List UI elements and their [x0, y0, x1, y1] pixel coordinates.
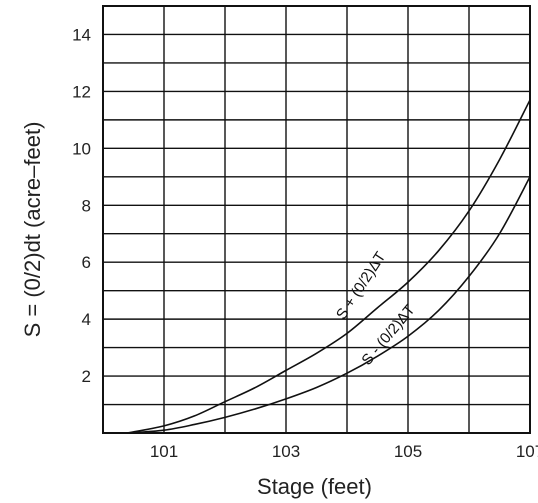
series-line-upper — [127, 99, 531, 434]
y-tick-label: 10 — [72, 139, 91, 158]
y-tick-label: 8 — [82, 196, 91, 215]
x-tick-label: 105 — [394, 442, 422, 461]
x-tick-label: 101 — [150, 442, 178, 461]
series-lines — [127, 99, 531, 434]
series-label-upper: S + (0/2)ΔT — [333, 249, 389, 323]
x-axis-title: Stage (feet) — [257, 474, 372, 499]
y-tick-label: 14 — [72, 25, 91, 44]
y-tick-label: 6 — [82, 253, 91, 272]
plot-frame — [102, 5, 531, 434]
y-tick-label: 12 — [72, 82, 91, 101]
y-tick-label: 4 — [82, 310, 91, 329]
y-tick-label: 2 — [82, 367, 91, 386]
x-tick-label: 107 — [516, 442, 538, 461]
y-axis-title: S = (0/2)dt (acre–feet) — [20, 122, 45, 338]
series-line-lower — [127, 176, 531, 434]
tick-labels: 101 103 105 107 2 4 6 8 10 12 14 — [72, 25, 538, 461]
grid — [103, 6, 530, 433]
x-tick-label: 103 — [272, 442, 300, 461]
